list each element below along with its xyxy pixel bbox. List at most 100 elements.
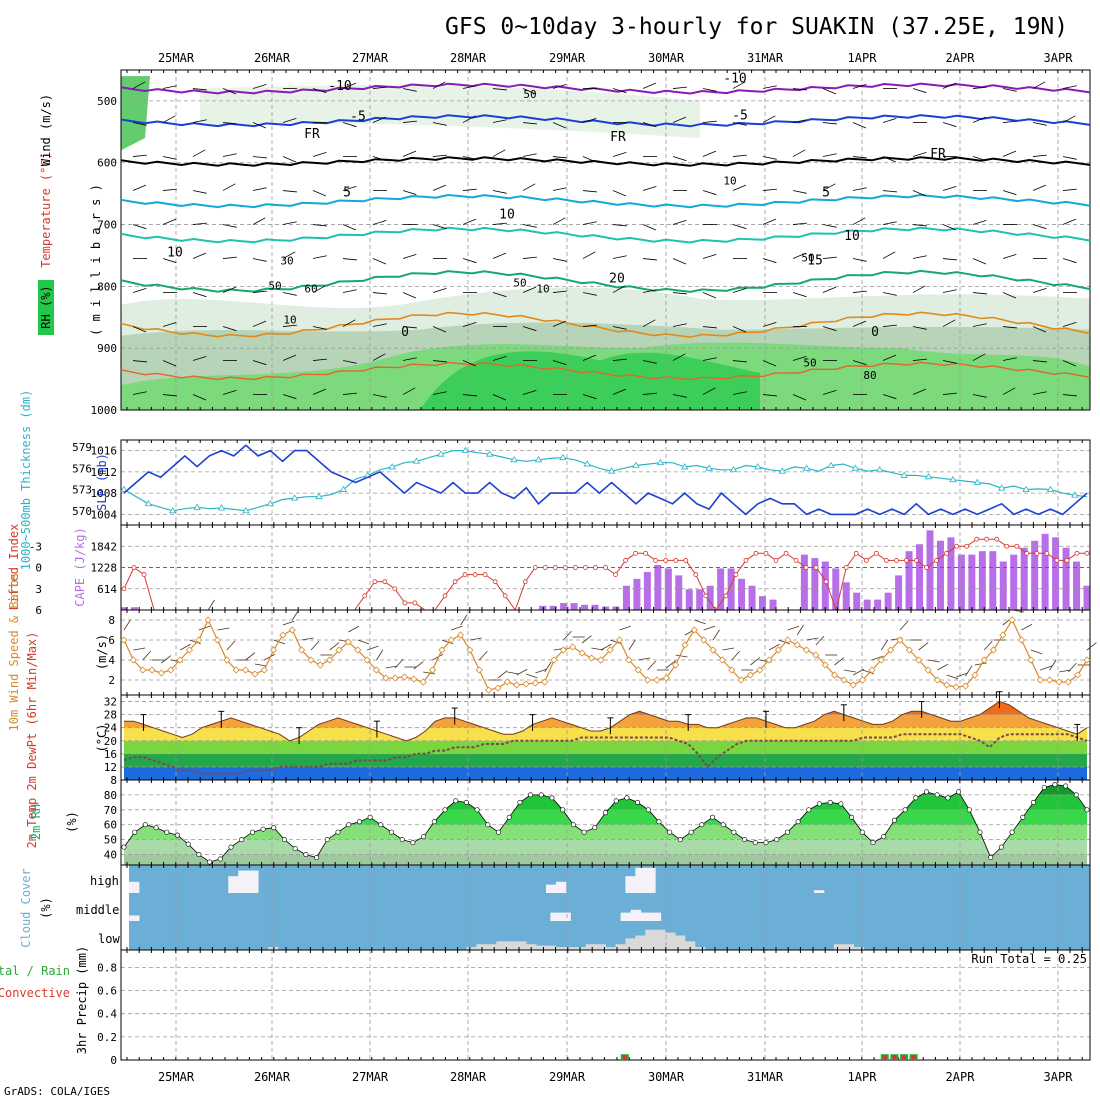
wind-barb	[762, 85, 777, 89]
wind-barb	[1062, 322, 1077, 327]
wind10-marker	[447, 636, 455, 644]
wind-barb	[612, 152, 627, 157]
wind-barb	[702, 254, 717, 259]
wind10-marker	[672, 661, 680, 669]
wind-barb-10m	[469, 637, 482, 641]
rh2m-marker	[378, 822, 384, 828]
wind10-marker	[980, 656, 988, 664]
li-marker	[843, 565, 849, 570]
ylabel-millibars: ( m i l l i b a r s )	[89, 184, 103, 336]
li-marker	[131, 565, 137, 570]
cape-bar	[999, 561, 1007, 610]
contour-label: -5	[350, 110, 366, 125]
wind10-marker	[569, 643, 577, 651]
contour-20	[120, 311, 1091, 338]
wind10-marker	[157, 669, 165, 677]
wind-barb	[1062, 115, 1076, 123]
wind10-marker	[1083, 656, 1091, 664]
cloud-bar-low	[506, 941, 517, 950]
thickness-marker	[266, 499, 274, 507]
rh-label: 50	[523, 88, 536, 101]
cape-bar	[811, 558, 819, 610]
rh2m-marker	[581, 829, 587, 835]
wind10-marker	[1055, 678, 1063, 686]
cape-bar	[1041, 533, 1049, 610]
thickness-marker	[485, 450, 494, 457]
cape-bar	[1083, 585, 1091, 610]
cape-bar	[800, 554, 808, 610]
wind10-marker	[148, 666, 156, 674]
thickness-marker	[778, 467, 786, 474]
wind10-marker	[400, 673, 409, 681]
slp-tick: 1016	[91, 445, 118, 458]
wind-barb-10m	[282, 620, 295, 626]
wind-barb	[792, 356, 807, 361]
wind-barb	[672, 220, 687, 225]
wind10-marker	[195, 636, 203, 644]
rh2m-marker	[977, 829, 983, 835]
wind-barb-10m	[937, 663, 949, 671]
li-marker	[1024, 550, 1030, 556]
wind-barb	[1002, 88, 1017, 92]
rh2m-marker	[431, 819, 437, 825]
wind-barb	[462, 394, 477, 397]
wind-barb-10m	[142, 650, 152, 661]
wind10-marker	[877, 656, 885, 664]
precip-bar-convective	[911, 1055, 916, 1060]
cloud-bar-low	[605, 947, 616, 950]
rh2m-marker	[335, 829, 341, 835]
cloud-bar-low	[853, 947, 865, 950]
wind-barb-10m	[535, 668, 547, 674]
dewpoint-line	[123, 733, 1088, 775]
li-marker	[1044, 550, 1050, 556]
wind10-marker	[410, 675, 418, 683]
thickness-marker	[729, 465, 738, 473]
wind-barb	[642, 82, 657, 89]
cloud-bar-middle	[630, 909, 642, 921]
wind-barb	[282, 156, 297, 163]
wind-barb	[822, 390, 837, 395]
wind-barb-10m	[432, 653, 444, 661]
wind-barb	[672, 258, 687, 265]
rh2m-marker	[314, 855, 320, 861]
temp-tick: 12	[104, 761, 117, 774]
rh2m-marker	[656, 819, 662, 825]
wind-barb	[522, 183, 536, 191]
wind-barb	[912, 224, 927, 227]
temp-tick: 32	[104, 696, 117, 709]
thickness-tick: 576	[72, 462, 92, 475]
slp-panel: 1016 1012 1008 1004 579 576 573 570 1000~500mb T…	[19, 390, 1091, 570]
wind-barb	[432, 122, 447, 126]
wind10-marker	[615, 636, 624, 644]
li-tick: 6	[35, 604, 42, 617]
cloud-bar-low	[675, 935, 686, 950]
wind10-marker	[746, 671, 754, 679]
wind-barb	[672, 353, 686, 361]
wind-barb	[432, 360, 447, 363]
wind-barb-10m	[965, 665, 973, 677]
li-marker	[643, 550, 649, 556]
li-marker	[603, 565, 608, 570]
ylabel-temperature: Temperature (°C)	[39, 152, 53, 268]
li-marker	[562, 565, 568, 570]
wind-barb	[312, 152, 327, 157]
wind-barb	[822, 183, 836, 191]
wind-barb	[1032, 288, 1047, 293]
li-marker	[984, 536, 990, 542]
wind-barb	[642, 392, 657, 395]
wind-barb	[882, 324, 897, 327]
wind-barb	[822, 224, 837, 228]
li-marker	[823, 579, 829, 585]
ylabel-cloud: Cloud Cover	[19, 868, 33, 947]
date-label-top: 28MAR	[450, 51, 487, 65]
rh2m-marker	[185, 841, 191, 847]
wind10-marker	[728, 666, 736, 674]
cape-bar	[748, 585, 756, 610]
wind10-marker	[326, 656, 334, 664]
wind-barb-10m	[1030, 649, 1043, 655]
cloud-panel: high middle low Cloud Cover (%)	[19, 864, 1091, 951]
cape-bar	[560, 603, 568, 610]
rh2m-marker	[902, 807, 908, 813]
wind-barb	[1062, 218, 1077, 225]
temp-tick: 8	[110, 774, 117, 787]
